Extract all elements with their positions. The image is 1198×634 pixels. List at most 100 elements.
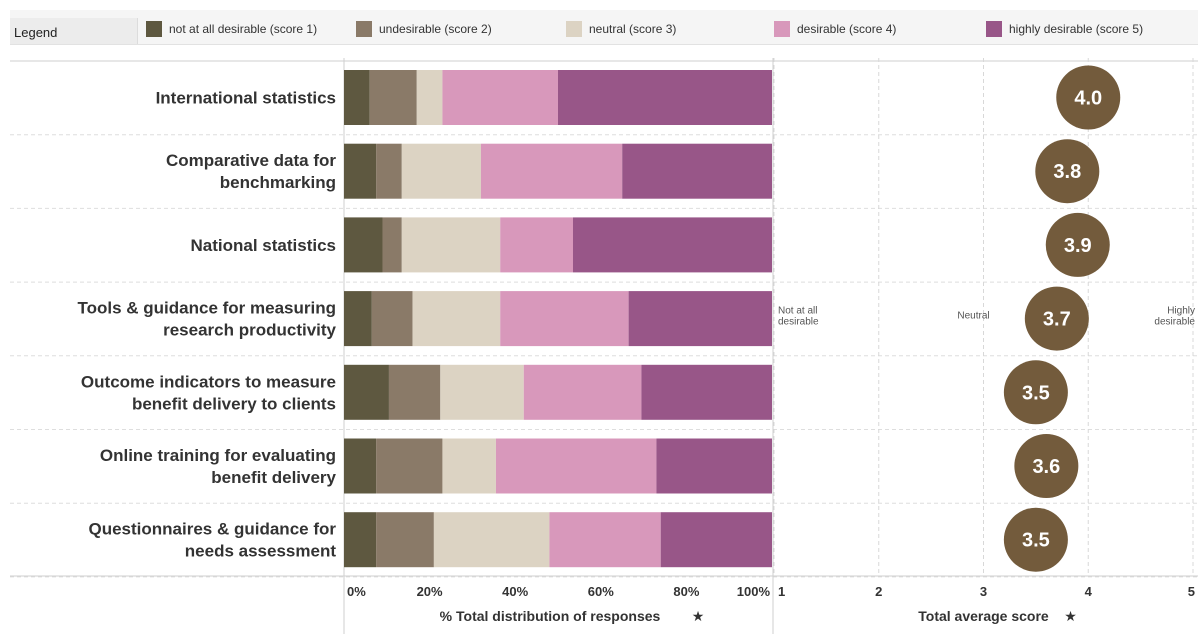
legend-label: undesirable (score 2) <box>379 22 492 36</box>
bar-segment <box>401 217 501 273</box>
score-bubble-label: 3.8 <box>1053 161 1081 183</box>
bar-segment <box>376 438 443 494</box>
bar-segment <box>628 291 772 347</box>
x-tick-label: 80% <box>673 584 699 599</box>
legend-swatch <box>566 21 582 37</box>
bar-segment <box>660 512 772 568</box>
anchor-label-mid: Neutral <box>957 311 989 322</box>
score-tick-label: 5 <box>1188 584 1195 599</box>
legend-entry[interactable]: not at all desirable (score 1) <box>146 20 317 38</box>
bar-segment <box>344 291 372 347</box>
legend-title: Legend <box>10 18 138 44</box>
legend-entry[interactable]: highly desirable (score 5) <box>986 20 1143 38</box>
category-label: Comparative data for <box>166 151 336 170</box>
category-label: Tools & guidance for measuring <box>78 299 337 318</box>
bar-segment <box>558 70 772 125</box>
legend-entry[interactable]: neutral (score 3) <box>566 20 676 38</box>
pin-icon: ★ <box>692 608 705 624</box>
bar-segment <box>442 438 496 494</box>
anchor-label-high: desirable <box>1154 317 1195 328</box>
bar-segment <box>344 217 383 273</box>
category-label: National statistics <box>191 236 337 255</box>
legend-entry[interactable]: undesirable (score 2) <box>356 20 492 38</box>
category-label: benefit delivery to clients <box>132 394 336 413</box>
score-bubble-label: 3.6 <box>1032 456 1060 478</box>
score-tick-label: 4 <box>1085 584 1093 599</box>
score-bubble <box>1045 212 1110 277</box>
score-bubble-label: 3.5 <box>1022 530 1050 552</box>
score-bubble-label: 3.5 <box>1022 382 1050 404</box>
chart-area: International statistics Comparative data… <box>10 56 1198 634</box>
bar-segment <box>412 291 501 347</box>
bar-segment <box>433 512 550 568</box>
category-label: Questionnaires & guidance for <box>89 520 337 539</box>
bar-segment <box>376 512 434 568</box>
bar-segment <box>371 291 413 347</box>
legend-label: not at all desirable (score 1) <box>169 22 318 36</box>
bar-segment <box>344 512 377 568</box>
score-axis-title: Total average score <box>918 608 1049 624</box>
legend-bar: Legend not at all desirable (score 1) und… <box>10 10 1198 45</box>
legend-swatch <box>356 21 372 37</box>
bar-segment <box>344 364 389 420</box>
bar-segment <box>442 70 558 125</box>
bar-segment <box>622 143 772 199</box>
anchor-label-low: desirable <box>778 317 819 328</box>
anchor-label-high: Highly <box>1167 306 1195 317</box>
bar-segment <box>344 438 377 494</box>
bar-segment <box>641 364 772 420</box>
category-label: International statistics <box>156 89 336 108</box>
legend-swatch <box>774 21 790 37</box>
bar-segment <box>344 70 370 125</box>
bar-segment <box>401 143 481 199</box>
bar-segment <box>344 143 377 199</box>
score-bubble-label: 3.9 <box>1064 235 1092 257</box>
bar-segment <box>376 143 402 199</box>
legend-entry[interactable]: desirable (score 4) <box>774 20 896 38</box>
bar-segment <box>495 438 657 494</box>
x-tick-label: 100% <box>737 584 771 599</box>
legend-label: neutral (score 3) <box>589 22 677 36</box>
chart-svg: International statistics Comparative data… <box>10 58 1198 634</box>
bar-segment <box>523 364 642 420</box>
x-tick-label: 60% <box>588 584 614 599</box>
score-tick-label: 3 <box>980 584 987 599</box>
score-bubble <box>1024 286 1089 351</box>
category-label: Outcome indicators to measure <box>81 372 336 391</box>
score-bubble <box>1035 139 1100 204</box>
category-label: benchmarking <box>220 173 336 192</box>
score-bubble <box>1003 360 1068 425</box>
score-tick-label: 2 <box>875 584 882 599</box>
legend-label: desirable (score 4) <box>797 22 897 36</box>
bar-segment <box>480 143 623 199</box>
x-tick-label: 40% <box>502 584 528 599</box>
bar-segment <box>416 70 443 125</box>
score-bubble <box>1056 65 1121 130</box>
bar-segment <box>388 364 441 420</box>
category-label: research productivity <box>163 321 336 340</box>
bar-segment <box>369 70 417 125</box>
bar-segment <box>500 217 573 273</box>
bar-segment <box>656 438 772 494</box>
category-label: needs assessment <box>185 542 337 561</box>
bar-segment <box>440 364 524 420</box>
bar-segment <box>382 217 402 273</box>
x-tick-label: 20% <box>417 584 443 599</box>
score-bubble-label: 4.0 <box>1074 88 1102 110</box>
score-tick-label: 1 <box>778 584 785 599</box>
score-bubble <box>1014 434 1079 498</box>
score-bubble-label: 3.7 <box>1043 309 1071 331</box>
anchor-label-low: Not at all <box>778 306 817 317</box>
legend-swatch <box>146 21 162 37</box>
score-bubble <box>1003 507 1068 572</box>
bar-segment <box>572 217 772 273</box>
x-axis-title: % Total distribution of responses <box>440 608 661 624</box>
category-label: benefit delivery <box>211 468 336 487</box>
bar-segment <box>549 512 661 568</box>
pin-icon: ★ <box>1064 608 1077 624</box>
x-tick-label: 0% <box>347 584 366 599</box>
category-label: Online training for evaluating <box>100 446 336 465</box>
legend-swatch <box>986 21 1002 37</box>
bar-segment <box>500 291 629 347</box>
legend-label: highly desirable (score 5) <box>1009 22 1144 36</box>
